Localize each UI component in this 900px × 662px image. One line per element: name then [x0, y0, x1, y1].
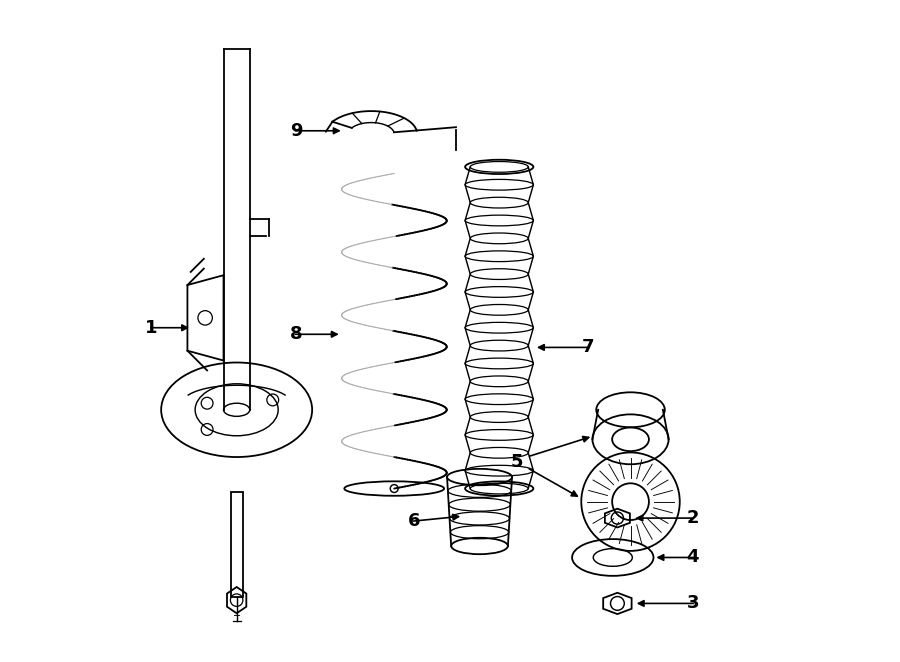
Text: 8: 8: [290, 325, 302, 344]
Text: 7: 7: [581, 338, 594, 356]
Text: 9: 9: [290, 122, 302, 140]
Text: 4: 4: [687, 549, 698, 567]
Text: 1: 1: [146, 318, 158, 337]
Text: 5: 5: [511, 453, 524, 471]
Text: 2: 2: [687, 509, 698, 527]
Text: 6: 6: [408, 512, 420, 530]
Text: 3: 3: [687, 594, 698, 612]
